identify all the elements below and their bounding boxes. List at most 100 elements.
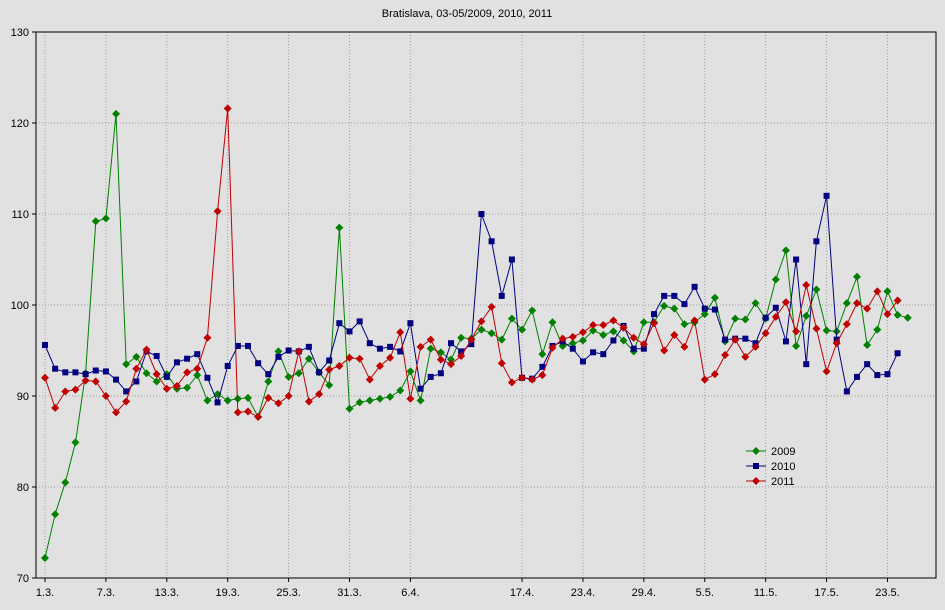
data-point-2009 xyxy=(264,377,273,386)
data-point-2009 xyxy=(406,367,415,376)
data-point-2009 xyxy=(244,393,252,402)
data-point-2011 xyxy=(284,392,293,400)
data-point-2009 xyxy=(700,310,709,319)
data-point-2010 xyxy=(356,318,363,325)
data-point-2011 xyxy=(142,345,151,354)
data-point-2011 xyxy=(294,347,303,356)
data-point-2009 xyxy=(528,306,537,315)
data-point-2010 xyxy=(387,343,394,350)
data-point-2009 xyxy=(355,398,364,407)
data-point-2010 xyxy=(265,371,272,378)
data-point-2010 xyxy=(600,351,607,358)
data-point-2009 xyxy=(294,369,303,378)
data-point-2010 xyxy=(813,238,820,245)
data-point-2010 xyxy=(305,343,312,350)
data-point-2011 xyxy=(761,329,770,338)
data-point-2009 xyxy=(142,369,151,378)
series-2009 xyxy=(41,109,912,562)
data-point-2011 xyxy=(365,375,374,384)
data-point-2010 xyxy=(874,372,881,379)
x-tick-label: 29.4. xyxy=(632,587,656,599)
data-point-2011 xyxy=(406,394,415,403)
data-point-2009 xyxy=(91,217,100,226)
x-axis: 1.3. 7.3. 13.3. 19.3. 25.3. 31.3. 6.4. 17.4. 23.… xyxy=(36,578,900,599)
data-point-2011 xyxy=(802,280,811,289)
data-point-2009 xyxy=(112,109,121,118)
data-point-2010 xyxy=(113,376,120,383)
legend-marker xyxy=(752,477,760,485)
legend-item-2010: 2010 xyxy=(746,461,795,473)
data-point-2011 xyxy=(680,342,689,351)
data-point-2010 xyxy=(92,367,99,374)
legend-item-2011: 2011 xyxy=(746,476,795,488)
data-point-2011 xyxy=(832,339,841,348)
data-point-2011 xyxy=(507,378,516,387)
legend-marker xyxy=(752,447,760,455)
data-point-2011 xyxy=(700,375,709,384)
data-point-2010 xyxy=(275,353,282,360)
data-point-2011 xyxy=(822,367,831,376)
data-point-2009 xyxy=(71,438,80,447)
data-point-2010 xyxy=(224,362,231,369)
data-point-2011 xyxy=(91,377,100,386)
data-point-2010 xyxy=(671,292,678,299)
data-point-2011 xyxy=(132,364,141,373)
data-point-2010 xyxy=(326,357,333,364)
data-point-2009 xyxy=(426,344,435,353)
x-tick-label: 31.3. xyxy=(337,587,361,599)
x-tick-label: 11.5. xyxy=(754,587,778,599)
data-point-2009 xyxy=(863,341,872,350)
x-tick-label: 23.4. xyxy=(571,587,595,599)
data-point-2010 xyxy=(468,341,475,348)
data-point-2011 xyxy=(51,403,60,412)
gridlines xyxy=(36,32,936,578)
x-tick-label: 1.3. xyxy=(36,587,54,599)
data-point-2010 xyxy=(610,337,617,344)
data-point-2011 xyxy=(172,381,181,390)
data-point-2010 xyxy=(417,385,424,392)
data-point-2009 xyxy=(436,348,445,357)
data-point-2009 xyxy=(345,404,354,413)
data-point-2011 xyxy=(812,324,821,333)
data-point-2010 xyxy=(722,336,729,343)
x-tick-label: 6.4. xyxy=(401,587,419,599)
x-tick-label: 17.5. xyxy=(814,587,838,599)
data-point-2009 xyxy=(751,299,760,308)
y-tick-label: 90 xyxy=(17,391,29,403)
data-point-2010 xyxy=(407,320,414,327)
data-point-2011 xyxy=(518,373,527,382)
data-point-2010 xyxy=(508,256,515,263)
data-point-2010 xyxy=(397,348,404,355)
data-point-2010 xyxy=(793,256,800,263)
data-point-2009 xyxy=(639,318,648,327)
data-point-2009 xyxy=(873,325,882,334)
data-point-2009 xyxy=(497,335,506,344)
legend-label: 2011 xyxy=(771,476,795,488)
data-point-2010 xyxy=(102,368,109,375)
data-point-2010 xyxy=(458,348,465,355)
data-point-2010 xyxy=(590,349,597,356)
data-point-2011 xyxy=(599,321,608,330)
data-point-2009 xyxy=(771,275,780,284)
data-point-2010 xyxy=(762,314,769,321)
y-tick-label: 70 xyxy=(17,573,29,585)
y-tick-label: 80 xyxy=(17,482,29,494)
data-point-2011 xyxy=(152,370,161,379)
data-point-2011 xyxy=(345,353,354,362)
data-point-2009 xyxy=(101,214,110,223)
data-point-2009 xyxy=(233,394,242,403)
data-point-2011 xyxy=(548,343,557,352)
data-point-2011 xyxy=(893,296,902,305)
data-point-2011 xyxy=(477,317,486,326)
data-point-2009 xyxy=(386,392,395,401)
data-point-2009 xyxy=(619,336,628,345)
data-point-2011 xyxy=(436,355,445,364)
data-point-2011 xyxy=(873,287,882,296)
data-point-2010 xyxy=(62,369,69,376)
data-point-2011 xyxy=(183,368,192,377)
data-point-2010 xyxy=(427,373,434,380)
data-point-2010 xyxy=(630,345,637,352)
series-layer xyxy=(41,104,912,562)
data-point-2011 xyxy=(792,327,801,336)
